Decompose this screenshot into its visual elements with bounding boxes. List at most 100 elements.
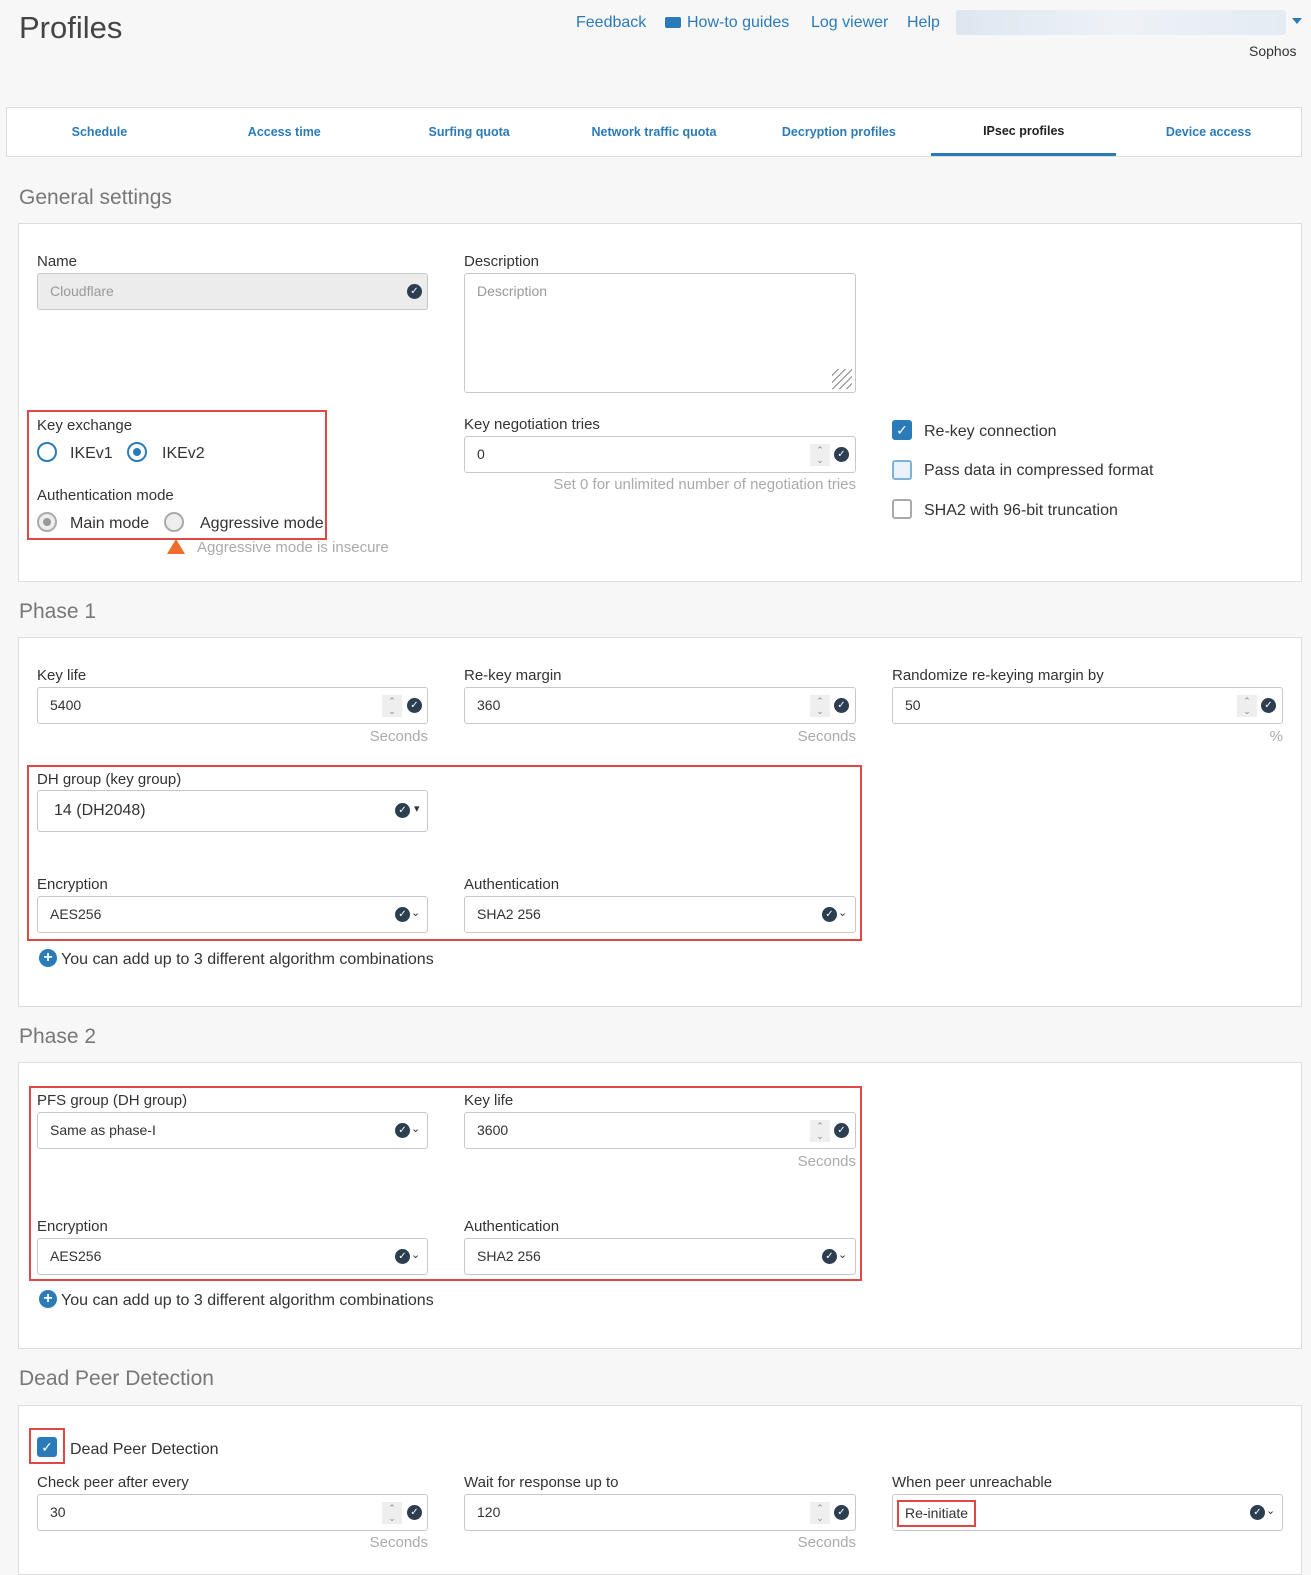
ikev1-radio[interactable] bbox=[37, 442, 57, 462]
chevron-down-icon: ⌄ bbox=[411, 1249, 421, 1261]
encryption-label: Encryption bbox=[37, 1218, 108, 1235]
unit-label: Seconds bbox=[797, 728, 856, 745]
keylife-input[interactable]: 3600 bbox=[464, 1112, 856, 1149]
spinner[interactable]: ⌃ ⌄ bbox=[810, 1502, 830, 1524]
check-icon: ✓ bbox=[1250, 1505, 1265, 1520]
tab-ipsec-profiles[interactable]: IPsec profiles bbox=[931, 108, 1117, 156]
section-heading: Phase 2 bbox=[19, 1025, 97, 1048]
chevron-down-icon: ⌄ bbox=[838, 907, 848, 919]
authentication-select[interactable]: SHA2 256 bbox=[464, 1238, 856, 1275]
dpd-checkbox[interactable]: ✓ bbox=[37, 1437, 57, 1457]
highlight-box bbox=[29, 1086, 862, 1281]
chevron-down-icon: ⌄ bbox=[1266, 1505, 1276, 1517]
check-icon: ✓ bbox=[395, 1123, 410, 1138]
ikev2-radio[interactable] bbox=[127, 442, 147, 462]
check-icon: ✓ bbox=[1261, 698, 1276, 713]
dpd-checkbox-label: Dead Peer Detection bbox=[70, 1441, 219, 1458]
authentication-select[interactable]: SHA2 256 bbox=[464, 896, 856, 933]
check-icon: ✓ bbox=[834, 698, 849, 713]
keylife-label: Key life bbox=[464, 1092, 514, 1109]
unit-label: Seconds bbox=[797, 1153, 856, 1170]
spinner[interactable]: ⌃ ⌄ bbox=[382, 1502, 402, 1524]
chevron-down-icon: ⌄ bbox=[838, 1249, 848, 1261]
chevron-down-icon: ⌄ bbox=[411, 907, 421, 919]
tab-surfing-quota[interactable]: Surfing quota bbox=[428, 125, 510, 139]
section-heading: Phase 1 bbox=[19, 600, 97, 623]
dh-select[interactable]: 14 (DH2048) bbox=[37, 790, 428, 832]
spinner[interactable]: ⌃ ⌄ bbox=[1237, 695, 1257, 717]
highlight-box bbox=[27, 765, 862, 941]
spinner[interactable]: ⌃ ⌄ bbox=[382, 695, 402, 717]
check-icon: ✓ bbox=[822, 1249, 837, 1264]
video-camera-icon bbox=[665, 17, 681, 28]
highlight-box bbox=[29, 1428, 65, 1464]
dh-label: DH group (key group) bbox=[37, 771, 182, 788]
tab-network-traffic-quota[interactable]: Network traffic quota bbox=[591, 125, 717, 139]
caret-down-icon[interactable] bbox=[1292, 18, 1302, 24]
log-viewer-link[interactable]: Log viewer bbox=[811, 14, 889, 31]
check-icon: ✓ bbox=[395, 803, 410, 818]
unit-label: Seconds bbox=[369, 728, 428, 745]
tab-device-access[interactable]: Device access bbox=[1165, 125, 1252, 139]
add-combination-icon[interactable]: + bbox=[39, 949, 57, 967]
check-peer-label: Check peer after every bbox=[37, 1474, 189, 1491]
tab-decryption-profiles[interactable]: Decryption profiles bbox=[781, 125, 896, 139]
main-mode-radio[interactable] bbox=[37, 512, 57, 532]
description-textarea[interactable]: Description bbox=[464, 273, 856, 393]
authentication-label: Authentication bbox=[464, 1218, 560, 1235]
ikev1-label: IKEv1 bbox=[70, 445, 113, 462]
encryption-select[interactable]: AES256 bbox=[37, 896, 428, 933]
rekey-label: Re-key connection bbox=[924, 423, 1057, 440]
check-peer-input[interactable]: 30 bbox=[37, 1494, 428, 1531]
spinner[interactable]: ⌃ ⌄ bbox=[810, 444, 830, 466]
resize-handle-icon[interactable] bbox=[832, 369, 852, 389]
help-link[interactable]: Help bbox=[907, 14, 940, 31]
add-combination-icon[interactable]: + bbox=[39, 1290, 57, 1308]
randomize-input[interactable]: 50 bbox=[892, 687, 1283, 724]
check-icon: ✓ bbox=[407, 1505, 422, 1520]
feedback-link[interactable]: Feedback bbox=[576, 14, 647, 31]
account-menu[interactable] bbox=[956, 10, 1286, 35]
tab-schedule[interactable]: Schedule bbox=[71, 125, 128, 139]
name-input[interactable]: Cloudflare bbox=[37, 273, 428, 310]
wait-input[interactable]: 120 bbox=[464, 1494, 856, 1531]
key-exchange-label: Key exchange bbox=[37, 417, 133, 434]
tries-input[interactable]: 0 bbox=[464, 436, 856, 473]
aggressive-mode-radio[interactable] bbox=[164, 512, 184, 532]
caret-down-icon: ▾ bbox=[414, 803, 420, 815]
section-heading: General settings bbox=[19, 186, 172, 209]
authentication-label: Authentication bbox=[464, 876, 560, 893]
description-label: Description bbox=[464, 253, 540, 270]
pfs-select[interactable]: Same as phase-I bbox=[37, 1112, 428, 1149]
keylife-input[interactable]: 5400 bbox=[37, 687, 428, 724]
rekey-checkbox[interactable]: ✓ bbox=[892, 420, 912, 440]
randomize-label: Randomize re-keying margin by bbox=[892, 667, 1104, 684]
aggressive-warning: Aggressive mode is insecure bbox=[197, 539, 389, 556]
unreachable-value: Re-initiate bbox=[897, 1500, 977, 1527]
check-icon: ✓ bbox=[822, 907, 837, 922]
check-icon: ✓ bbox=[834, 1505, 849, 1520]
section-heading: Dead Peer Detection bbox=[19, 1367, 214, 1390]
pfs-label: PFS group (DH group) bbox=[37, 1092, 188, 1109]
rekey-margin-input[interactable]: 360 bbox=[464, 687, 856, 724]
page-title: Profiles bbox=[19, 10, 123, 45]
sha2-checkbox[interactable] bbox=[892, 499, 912, 519]
tab-access-time[interactable]: Access time bbox=[247, 125, 321, 139]
rekey-margin-label: Re-key margin bbox=[464, 667, 562, 684]
ikev2-label: IKEv2 bbox=[162, 445, 205, 462]
warning-icon bbox=[167, 539, 185, 554]
auth-mode-label: Authentication mode bbox=[37, 487, 174, 504]
spinner[interactable]: ⌃ ⌄ bbox=[810, 695, 830, 717]
tab-bar: Schedule Access time Surfing quota Netwo… bbox=[6, 107, 1302, 157]
add-combination-note[interactable]: You can add up to 3 different algorithm … bbox=[61, 951, 434, 968]
check-icon: ✓ bbox=[834, 1123, 849, 1138]
compress-checkbox[interactable] bbox=[892, 460, 912, 480]
tries-hint: Set 0 for unlimited number of negotiatio… bbox=[553, 476, 856, 493]
check-icon: ✓ bbox=[834, 447, 849, 462]
add-combination-note[interactable]: You can add up to 3 different algorithm … bbox=[61, 1292, 434, 1309]
spinner[interactable]: ⌃ ⌄ bbox=[810, 1120, 830, 1142]
encryption-label: Encryption bbox=[37, 876, 108, 893]
how-to-guides-link[interactable]: How-to guides bbox=[687, 14, 790, 31]
name-label: Name bbox=[37, 253, 78, 270]
encryption-select[interactable]: AES256 bbox=[37, 1238, 428, 1275]
